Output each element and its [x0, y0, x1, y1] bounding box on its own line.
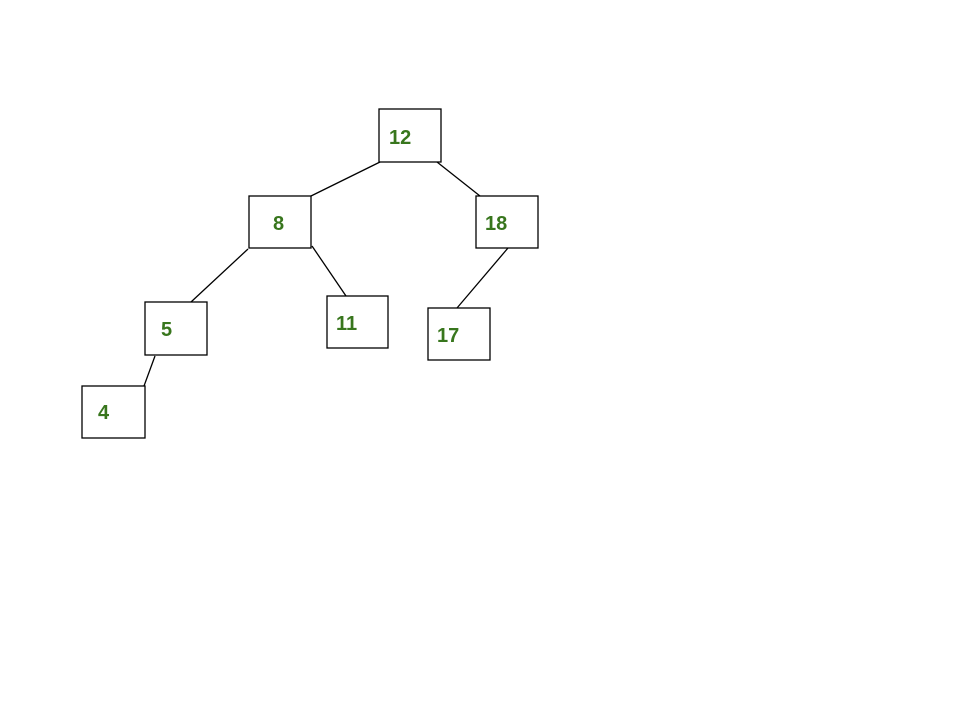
node-label: 8	[273, 213, 284, 235]
node-label: 17	[437, 325, 459, 347]
edge-8-11	[311, 245, 347, 297]
edge-18-17	[456, 247, 509, 309]
node-label: 4	[98, 402, 110, 424]
node-box	[144, 301, 208, 356]
node-label: 5	[161, 319, 172, 341]
tree-node-4: 4	[81, 385, 146, 439]
tree-edges	[143, 161, 509, 387]
node-box	[427, 307, 491, 361]
node-box	[475, 195, 539, 249]
node-label: 12	[389, 127, 411, 149]
node-box	[326, 295, 389, 349]
node-box	[248, 195, 312, 249]
tree-node-5: 5	[144, 301, 208, 356]
tree-node-17: 17	[427, 307, 491, 361]
node-box	[378, 108, 442, 163]
node-label: 11	[336, 313, 357, 335]
edge-5-4	[143, 355, 156, 387]
tree-node-11: 11	[326, 295, 389, 349]
tree-node-12: 12	[378, 108, 442, 163]
tree-node-8: 8	[248, 195, 312, 249]
node-label: 18	[485, 213, 507, 235]
edge-8-5	[190, 248, 249, 303]
edge-12-8	[310, 161, 381, 197]
edge-12-18	[436, 161, 481, 197]
tree-node-18: 18	[475, 195, 539, 249]
node-box	[81, 385, 146, 439]
